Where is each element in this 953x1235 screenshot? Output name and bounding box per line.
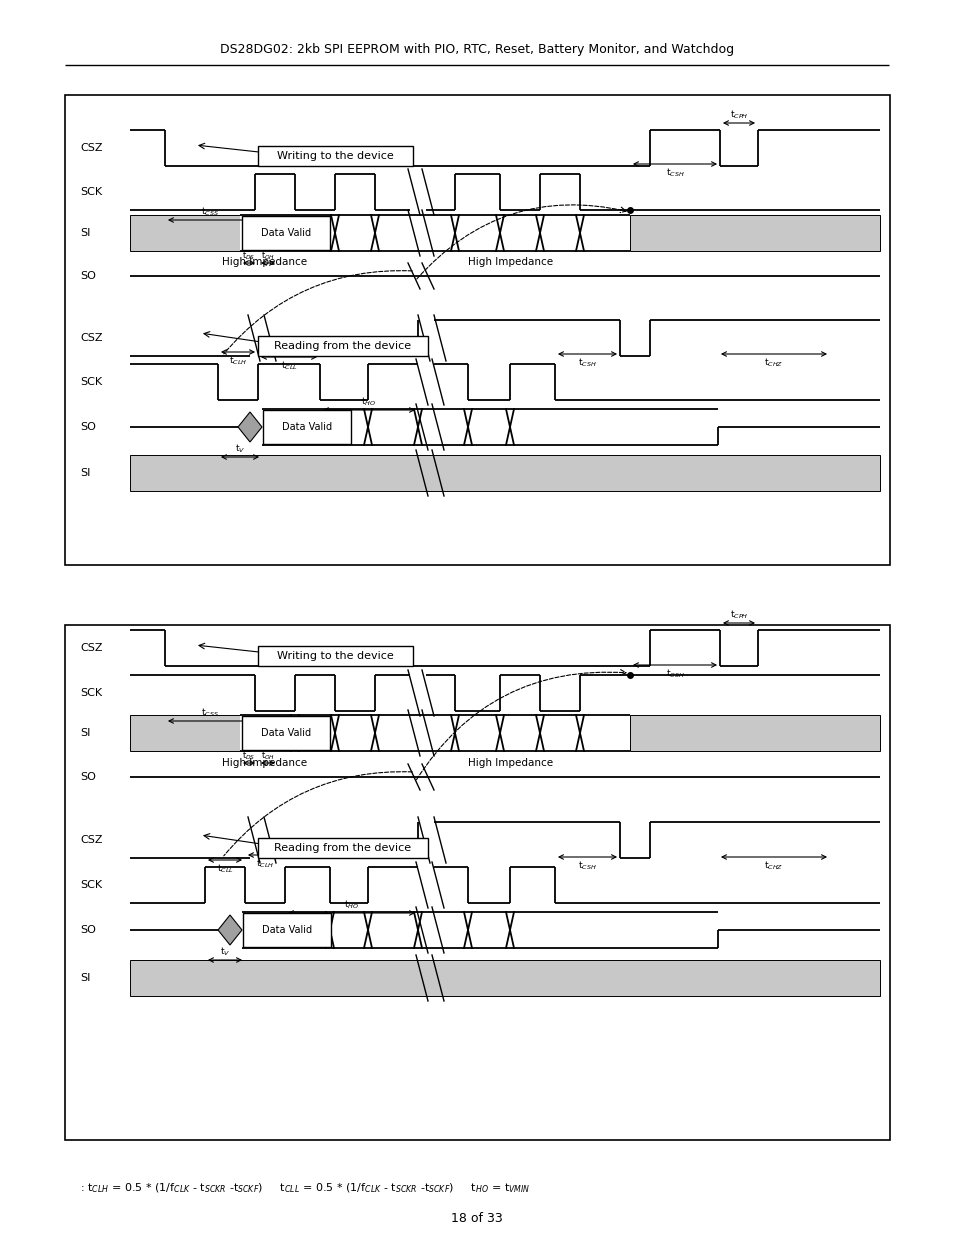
Bar <box>130 215 250 251</box>
Text: Data Valid: Data Valid <box>262 925 312 935</box>
Bar <box>65 95 889 564</box>
Text: t$_{HO}$: t$_{HO}$ <box>361 395 376 409</box>
Text: DS28DG02: 2kb SPI EEPROM with PIO, RTC, Reset, Battery Monitor, and Watchdog: DS28DG02: 2kb SPI EEPROM with PIO, RTC, … <box>220 43 733 57</box>
Text: t$_{CSH}$: t$_{CSH}$ <box>665 668 683 680</box>
Text: t$_{CSH}$: t$_{CSH}$ <box>665 167 683 179</box>
FancyBboxPatch shape <box>257 839 428 858</box>
Text: CSZ: CSZ <box>80 835 102 845</box>
Text: t$_{CSH}$: t$_{CSH}$ <box>578 860 597 872</box>
Bar <box>65 625 889 1140</box>
FancyBboxPatch shape <box>257 336 428 356</box>
Text: t$_{CSH}$: t$_{CSH}$ <box>578 357 597 369</box>
FancyBboxPatch shape <box>257 146 413 165</box>
FancyBboxPatch shape <box>243 913 331 947</box>
Text: SCK: SCK <box>80 688 102 698</box>
Text: SI: SI <box>80 468 91 478</box>
Text: SCK: SCK <box>80 186 102 198</box>
Bar <box>130 715 250 751</box>
Text: t$_V$: t$_V$ <box>234 443 245 456</box>
Bar <box>130 960 879 995</box>
Text: t$_{CHZ}$: t$_{CHZ}$ <box>763 860 782 872</box>
Text: t$_{OH}$: t$_{OH}$ <box>260 750 274 762</box>
Text: t$_{CSS}$: t$_{CSS}$ <box>201 206 218 219</box>
Text: 18 of 33: 18 of 33 <box>451 1212 502 1224</box>
Text: CSZ: CSZ <box>80 643 102 653</box>
Text: High Impedance: High Impedance <box>222 758 307 768</box>
Text: SO: SO <box>80 270 95 282</box>
Text: : t$_{CLH}$ = 0.5 * (1/f$_{CLK}$ - t$_{SCKR}$ -t$_{SCKF}$)     t$_{CLL}$ = 0.5 *: : t$_{CLH}$ = 0.5 * (1/f$_{CLK}$ - t$_{S… <box>80 1181 530 1194</box>
Bar <box>629 715 879 751</box>
Polygon shape <box>237 412 262 442</box>
Bar <box>130 454 879 492</box>
Text: t$_{CLH}$: t$_{CLH}$ <box>255 858 274 871</box>
Text: t$_{CLH}$: t$_{CLH}$ <box>229 354 247 367</box>
Text: t$_{CHZ}$: t$_{CHZ}$ <box>763 357 782 369</box>
Text: Reading from the device: Reading from the device <box>274 341 411 351</box>
FancyBboxPatch shape <box>263 410 351 445</box>
Text: High Impedance: High Impedance <box>222 257 307 267</box>
Text: Data Valid: Data Valid <box>261 727 311 739</box>
Text: SCK: SCK <box>80 377 102 387</box>
Text: t$_{OH}$: t$_{OH}$ <box>260 249 274 262</box>
Text: High Impedance: High Impedance <box>468 758 553 768</box>
Text: SI: SI <box>80 973 91 983</box>
FancyArrowPatch shape <box>224 772 412 856</box>
Bar <box>240 715 629 751</box>
Text: High Impedance: High Impedance <box>468 257 553 267</box>
Polygon shape <box>218 915 242 945</box>
Text: SO: SO <box>80 772 95 782</box>
Text: CSZ: CSZ <box>80 143 102 153</box>
Text: Data Valid: Data Valid <box>282 422 332 432</box>
Text: t$_{DS}$: t$_{DS}$ <box>242 249 255 262</box>
Text: Writing to the device: Writing to the device <box>276 151 394 161</box>
Text: Reading from the device: Reading from the device <box>274 844 411 853</box>
FancyBboxPatch shape <box>257 646 413 666</box>
FancyBboxPatch shape <box>242 216 330 249</box>
Bar <box>240 215 629 251</box>
FancyBboxPatch shape <box>242 716 330 750</box>
Text: t$_V$: t$_V$ <box>219 946 230 958</box>
Text: t$_{HO}$: t$_{HO}$ <box>344 899 358 911</box>
Text: SO: SO <box>80 422 95 432</box>
Text: Writing to the device: Writing to the device <box>276 651 394 661</box>
Text: SCK: SCK <box>80 881 102 890</box>
Text: Data Valid: Data Valid <box>261 228 311 238</box>
Text: t$_{CPH}$: t$_{CPH}$ <box>729 609 747 621</box>
Bar <box>629 215 879 251</box>
Text: CSZ: CSZ <box>80 333 102 343</box>
FancyArrowPatch shape <box>224 270 412 354</box>
Text: t$_{CLL}$: t$_{CLL}$ <box>280 359 297 372</box>
Text: t$_{CPH}$: t$_{CPH}$ <box>729 109 747 121</box>
Text: t$_{CLL}$: t$_{CLL}$ <box>216 863 233 876</box>
Text: SO: SO <box>80 925 95 935</box>
Text: t$_{DS}$: t$_{DS}$ <box>242 750 255 762</box>
Text: SI: SI <box>80 228 91 238</box>
Text: t$_{CSS}$: t$_{CSS}$ <box>201 706 218 719</box>
Text: SI: SI <box>80 727 91 739</box>
